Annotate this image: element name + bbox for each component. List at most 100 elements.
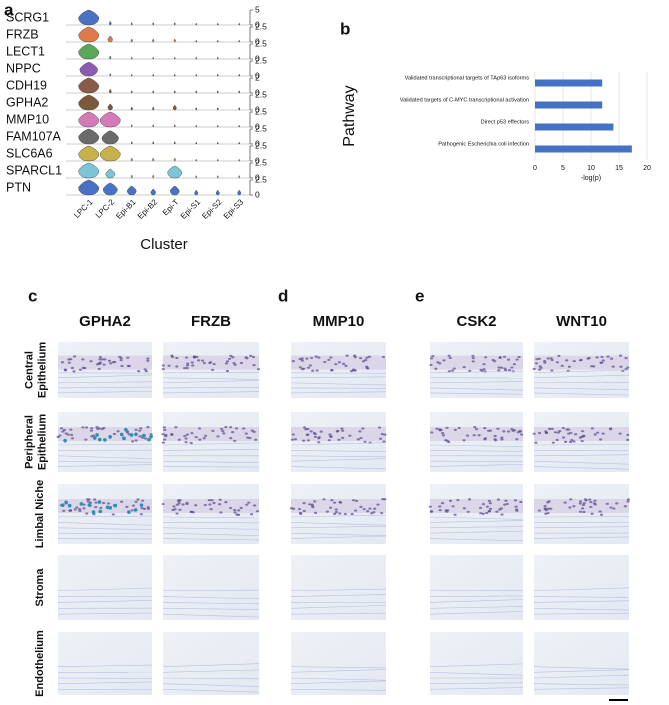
nucleus — [546, 507, 550, 510]
stain — [147, 437, 151, 442]
violin — [216, 90, 219, 94]
stroma-fiber — [290, 594, 387, 597]
nucleus — [500, 436, 504, 439]
nucleus — [164, 434, 168, 438]
nucleus — [309, 430, 313, 433]
nucleus — [175, 512, 179, 515]
nucleus — [481, 503, 486, 506]
violin — [130, 106, 133, 111]
nucleus — [618, 432, 622, 435]
nucleus — [178, 508, 182, 511]
nucleus — [583, 498, 588, 501]
nucleus — [341, 429, 345, 432]
nucleus — [201, 359, 205, 362]
nucleus — [429, 510, 434, 513]
nucleus — [626, 433, 630, 436]
nucleus — [302, 426, 307, 429]
nucleus — [441, 432, 445, 435]
nucleus — [560, 364, 564, 367]
nucleus — [102, 426, 106, 430]
violin — [152, 56, 155, 60]
stroma-fiber — [290, 532, 387, 536]
x-tick-label: 0 — [533, 165, 537, 172]
violin — [78, 43, 100, 60]
stroma-fiber — [290, 450, 387, 452]
stroma-fiber — [290, 466, 387, 470]
nucleus — [184, 437, 188, 440]
nucleus — [247, 501, 251, 504]
nucleus — [572, 505, 576, 508]
nucleus — [600, 361, 604, 364]
violin — [238, 124, 241, 128]
nucleus — [445, 426, 449, 429]
y-tick-label: 0 — [255, 70, 260, 80]
nucleus — [229, 436, 233, 440]
violin — [78, 111, 100, 128]
nucleus — [119, 358, 123, 362]
nucleus — [600, 355, 604, 359]
violin — [216, 141, 219, 145]
nucleus — [236, 513, 241, 516]
stroma-fiber — [429, 672, 524, 676]
nucleus — [485, 505, 490, 508]
y-axis-label: Pathway — [341, 85, 358, 146]
nucleus — [302, 509, 306, 513]
nucleus — [72, 370, 76, 373]
nucleus — [227, 357, 232, 360]
nucleus — [513, 499, 518, 502]
histology-image — [534, 484, 629, 544]
stroma-fiber — [162, 449, 260, 451]
stroma-fiber — [533, 536, 630, 539]
nucleus — [333, 501, 337, 504]
nucleus — [59, 427, 64, 430]
nucleus — [351, 499, 356, 502]
stroma-fiber — [429, 595, 524, 597]
nucleus — [340, 427, 344, 430]
violin — [238, 158, 241, 162]
violin — [152, 141, 155, 145]
nucleus — [242, 427, 246, 430]
nucleus — [359, 436, 363, 440]
stroma-fiber — [429, 450, 524, 452]
nucleus — [322, 498, 326, 501]
nucleus — [431, 354, 435, 358]
violin — [195, 124, 198, 128]
violin — [109, 21, 112, 26]
violin — [78, 179, 100, 196]
nucleus — [512, 363, 517, 366]
nucleus — [207, 498, 211, 502]
epithelium — [430, 427, 523, 441]
nucleus — [451, 505, 455, 508]
nucleus — [487, 509, 491, 513]
nucleus — [582, 435, 586, 438]
nucleus — [184, 356, 189, 359]
stain — [95, 433, 99, 437]
category-label: Direct p53 effectors — [481, 119, 530, 125]
stroma-fiber — [290, 677, 387, 681]
nucleus — [349, 369, 354, 373]
nucleus — [143, 437, 148, 440]
gene-label: FAM107A — [6, 129, 62, 143]
nucleus — [534, 441, 538, 444]
nucleus — [588, 498, 592, 501]
nucleus — [189, 441, 193, 445]
nucleus — [500, 366, 504, 369]
epithelium — [534, 355, 629, 370]
nucleus — [306, 433, 310, 436]
stroma-fiber — [290, 376, 387, 379]
nucleus — [99, 506, 103, 509]
nucleus — [125, 505, 129, 508]
stroma-fiber — [57, 386, 153, 389]
nucleus — [383, 498, 387, 501]
histology-image — [58, 484, 152, 544]
nucleus — [361, 427, 365, 430]
nucleus — [519, 500, 523, 504]
nucleus — [56, 435, 60, 439]
nucleus — [98, 355, 102, 359]
nucleus — [317, 437, 321, 440]
nucleus — [181, 503, 185, 506]
nucleus — [595, 356, 599, 359]
epithelium — [430, 355, 523, 370]
stroma-fiber — [429, 370, 524, 374]
